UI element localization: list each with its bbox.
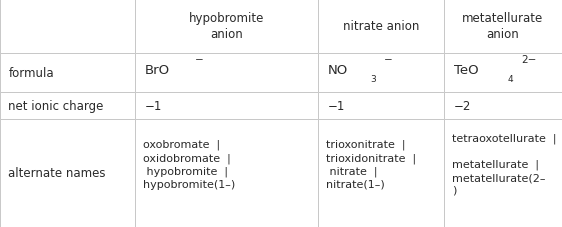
Text: −1: −1 [328,100,345,113]
Text: metatellurate
anion: metatellurate anion [463,12,543,41]
Bar [135,53,318,93]
Bar [135,119,318,227]
Text: trioxonitrate  |
trioxidonitrate  |
 nitrate  |
nitrate(1–): trioxonitrate | trioxidonitrate | nitrat… [326,139,416,189]
Text: −1: −1 [145,100,162,113]
Bar [135,0,318,53]
Text: −: − [384,55,393,65]
Text: −: − [194,55,203,65]
Bar [318,119,444,227]
Bar [0,93,135,119]
Bar [318,53,444,93]
Text: 2−: 2− [522,55,537,65]
Text: NO: NO [328,63,348,76]
Text: 4: 4 [507,75,513,84]
Bar [318,0,444,53]
Text: −2: −2 [454,100,472,113]
Text: alternate names: alternate names [8,167,106,180]
Bar [444,93,562,119]
Bar [0,119,135,227]
Text: hypobromite
anion: hypobromite anion [188,12,264,41]
Bar [0,0,135,53]
Bar [444,119,562,227]
Text: net ionic charge: net ionic charge [8,100,104,113]
Bar [444,0,562,53]
Text: formula: formula [8,67,54,80]
Text: TeO: TeO [454,63,479,76]
Bar [135,93,318,119]
Text: nitrate anion: nitrate anion [343,20,419,33]
Text: oxobromate  |
oxidobromate  |
 hypobromite  |
hypobromite(1–): oxobromate | oxidobromate | hypobromite … [143,139,235,189]
Bar [0,53,135,93]
Bar [444,53,562,93]
Text: tetraoxotellurate  |

metatellurate  |
metatellurate(2–
): tetraoxotellurate | metatellurate | meta… [452,133,557,195]
Text: BrO: BrO [145,63,170,76]
Bar [318,93,444,119]
Text: 3: 3 [370,75,375,84]
